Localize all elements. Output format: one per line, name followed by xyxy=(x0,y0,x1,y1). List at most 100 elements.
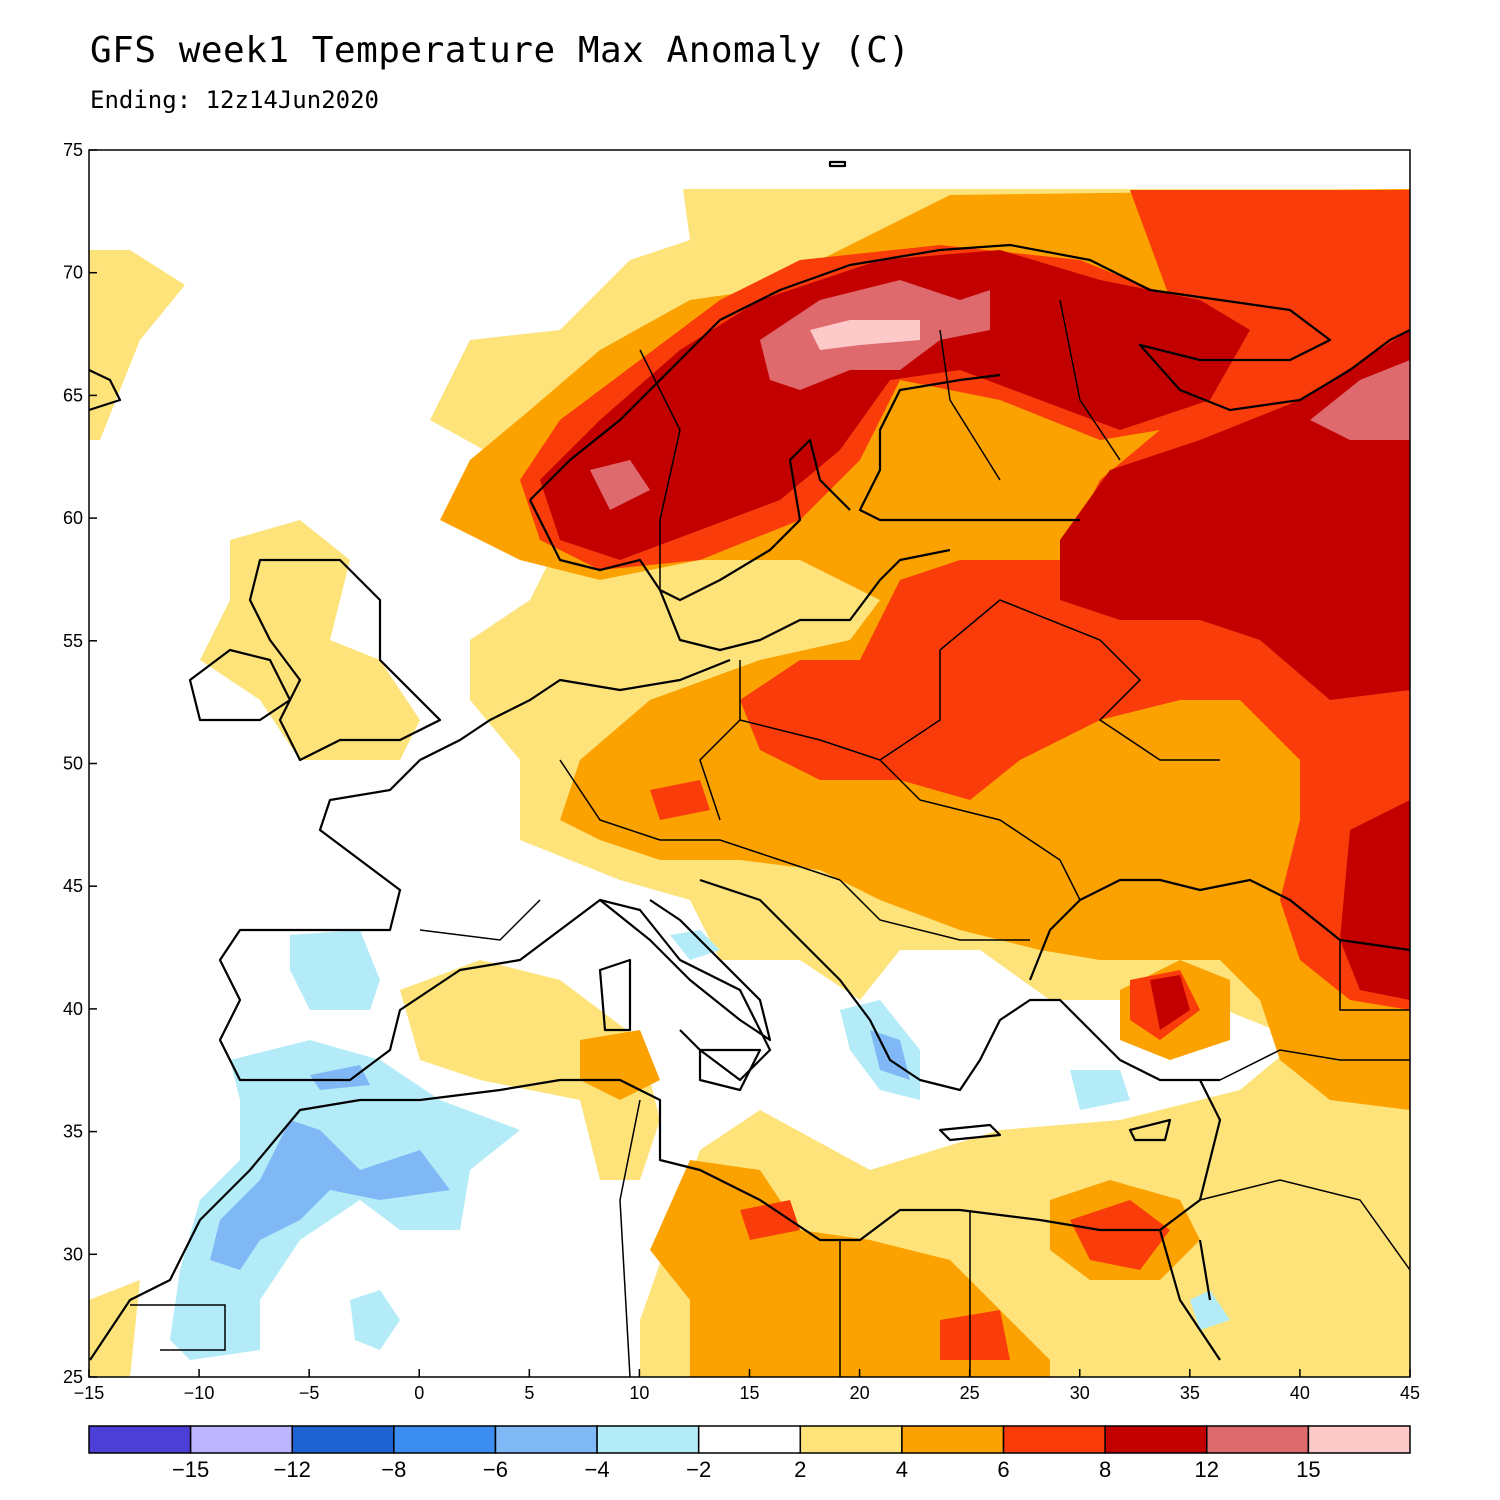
anomaly-area-12-15 xyxy=(590,460,650,510)
lon-tick-label: −15 xyxy=(74,1383,105,1403)
lon-tick-label: −5 xyxy=(299,1383,320,1403)
lon-tick-label: 25 xyxy=(960,1383,980,1403)
colorbar-label: −6 xyxy=(483,1457,508,1482)
border xyxy=(1339,940,1410,1011)
anomaly-area-minus-2-4 xyxy=(1190,1290,1230,1330)
crete-coast xyxy=(938,1123,1002,1142)
border xyxy=(130,1304,226,1351)
colorbar-swatch xyxy=(291,1425,395,1454)
red-sea-coast xyxy=(1158,1229,1221,1361)
lat-tick-label: 30 xyxy=(63,1244,83,1264)
iceland-coast xyxy=(89,369,122,412)
colorbar-label: 6 xyxy=(997,1457,1009,1482)
colorbar-label: 8 xyxy=(1099,1457,1111,1482)
colorbar-label: 2 xyxy=(794,1457,806,1482)
colorbar-label: −2 xyxy=(686,1457,711,1482)
lon-tick-label: 35 xyxy=(1180,1383,1200,1403)
colorbar-swatch xyxy=(393,1425,497,1454)
anomaly-area-minus-2-4 xyxy=(170,1040,520,1360)
anomaly-area-2-4 xyxy=(89,1280,140,1377)
map-title: GFS week1 Temperature Max Anomaly (C) xyxy=(90,30,911,71)
lat-tick-label: 45 xyxy=(63,876,83,896)
lon-tick-label: 20 xyxy=(850,1383,870,1403)
black-sea-coast xyxy=(1028,878,1410,981)
anomaly-area-12-15 xyxy=(1310,360,1410,440)
lon-tick-label: 30 xyxy=(1070,1383,1090,1403)
lat-tick-label: 40 xyxy=(63,999,83,1019)
border xyxy=(419,899,541,941)
uk-coast xyxy=(248,558,442,762)
north-africa-coast xyxy=(89,1078,1222,1361)
anomaly-area-2-4 xyxy=(200,520,420,760)
anomaly-area-2-4 xyxy=(400,960,660,1180)
anomaly-area-minus-2-4 xyxy=(670,930,720,960)
lat-tick-label: 65 xyxy=(63,385,83,405)
anomaly-shading xyxy=(89,189,1410,1377)
border xyxy=(1199,1179,1410,1271)
colorbar-swatch xyxy=(189,1425,293,1454)
anomaly-area-6-8 xyxy=(650,780,710,820)
balkan-coast xyxy=(699,878,1220,1092)
country-borders xyxy=(130,299,1410,1377)
sicily-coast xyxy=(698,1048,762,1092)
lat-tick-label: 25 xyxy=(63,1367,83,1387)
novaya-island xyxy=(828,160,847,168)
lat-tick-label: 70 xyxy=(63,263,83,283)
lat-tick-label: 35 xyxy=(63,1122,83,1142)
colorbar-swatch xyxy=(88,1425,192,1454)
border xyxy=(559,759,841,881)
anomaly-area-minus-2-4 xyxy=(1070,1070,1130,1110)
anomaly-area-15-plus xyxy=(810,320,920,350)
italy-coast xyxy=(599,899,772,1042)
lat-tick-label: 75 xyxy=(63,140,83,160)
border xyxy=(1219,1049,1410,1081)
anomaly-area-minus-4-6 xyxy=(310,1065,370,1090)
colorbar-swatch xyxy=(1002,1425,1106,1454)
colorbar-label: 12 xyxy=(1195,1457,1219,1482)
lon-tick-label: 10 xyxy=(629,1383,649,1403)
lat-tick-label: 50 xyxy=(63,754,83,774)
colorbar-swatch xyxy=(494,1425,598,1454)
border xyxy=(939,599,1220,761)
baltic-coast xyxy=(658,548,951,652)
lon-tick-label: 0 xyxy=(414,1383,424,1403)
colorbar-label: 4 xyxy=(896,1457,908,1482)
cyprus-coast xyxy=(1128,1118,1172,1142)
lat-tick-label: 60 xyxy=(63,508,83,528)
colorbar-label: −12 xyxy=(274,1457,311,1482)
anomaly-area-minus-4-6 xyxy=(210,1120,450,1270)
border xyxy=(839,879,1030,941)
lat-tick-label: 55 xyxy=(63,631,83,651)
lon-tick-label: −10 xyxy=(184,1383,215,1403)
anomaly-area-minus-2-4 xyxy=(290,930,380,1010)
anomaly-area-2-4 xyxy=(89,250,185,440)
colorbar-swatch xyxy=(1307,1425,1411,1454)
western-europe-coast xyxy=(218,658,772,1082)
colorbar-swatch xyxy=(1104,1425,1208,1454)
anomaly-area-6-8 xyxy=(1070,1200,1170,1270)
colorbar-label: −4 xyxy=(585,1457,610,1482)
border xyxy=(639,349,681,590)
anomaly-area-8-12 xyxy=(540,250,1250,560)
colorbar-swatch xyxy=(596,1425,700,1454)
border xyxy=(939,329,1001,481)
longitude-axis: −15 −10 −5 0 5 10 15 20 25 30 35 40 45 xyxy=(74,1369,1420,1403)
colorbar-label: −15 xyxy=(172,1457,209,1482)
coastlines xyxy=(89,160,1410,1361)
colorbar-swatch xyxy=(799,1425,903,1454)
lon-tick-label: 45 xyxy=(1400,1383,1420,1403)
border xyxy=(1059,299,1121,461)
ireland-coast xyxy=(188,648,292,722)
anomaly-area-minus-2-4 xyxy=(350,1290,400,1350)
scandinavia-coast xyxy=(529,243,1410,602)
anomaly-area-8-12 xyxy=(1340,800,1410,1000)
colorbar: −15 −12 −8 −6 −4 −2 2 4 6 8 12 15 xyxy=(88,1425,1411,1482)
anomaly-area-6-8 xyxy=(940,1310,1010,1360)
colorbar-swatch xyxy=(697,1425,802,1454)
colorbar-label: 15 xyxy=(1296,1457,1320,1482)
sardinia-coast xyxy=(598,958,632,1032)
map-subtitle: Ending: 12z14Jun2020 xyxy=(90,86,379,114)
latitude-axis: 25 30 35 40 45 50 55 60 65 70 75 xyxy=(63,140,97,1387)
colorbar-label: −8 xyxy=(381,1457,406,1482)
